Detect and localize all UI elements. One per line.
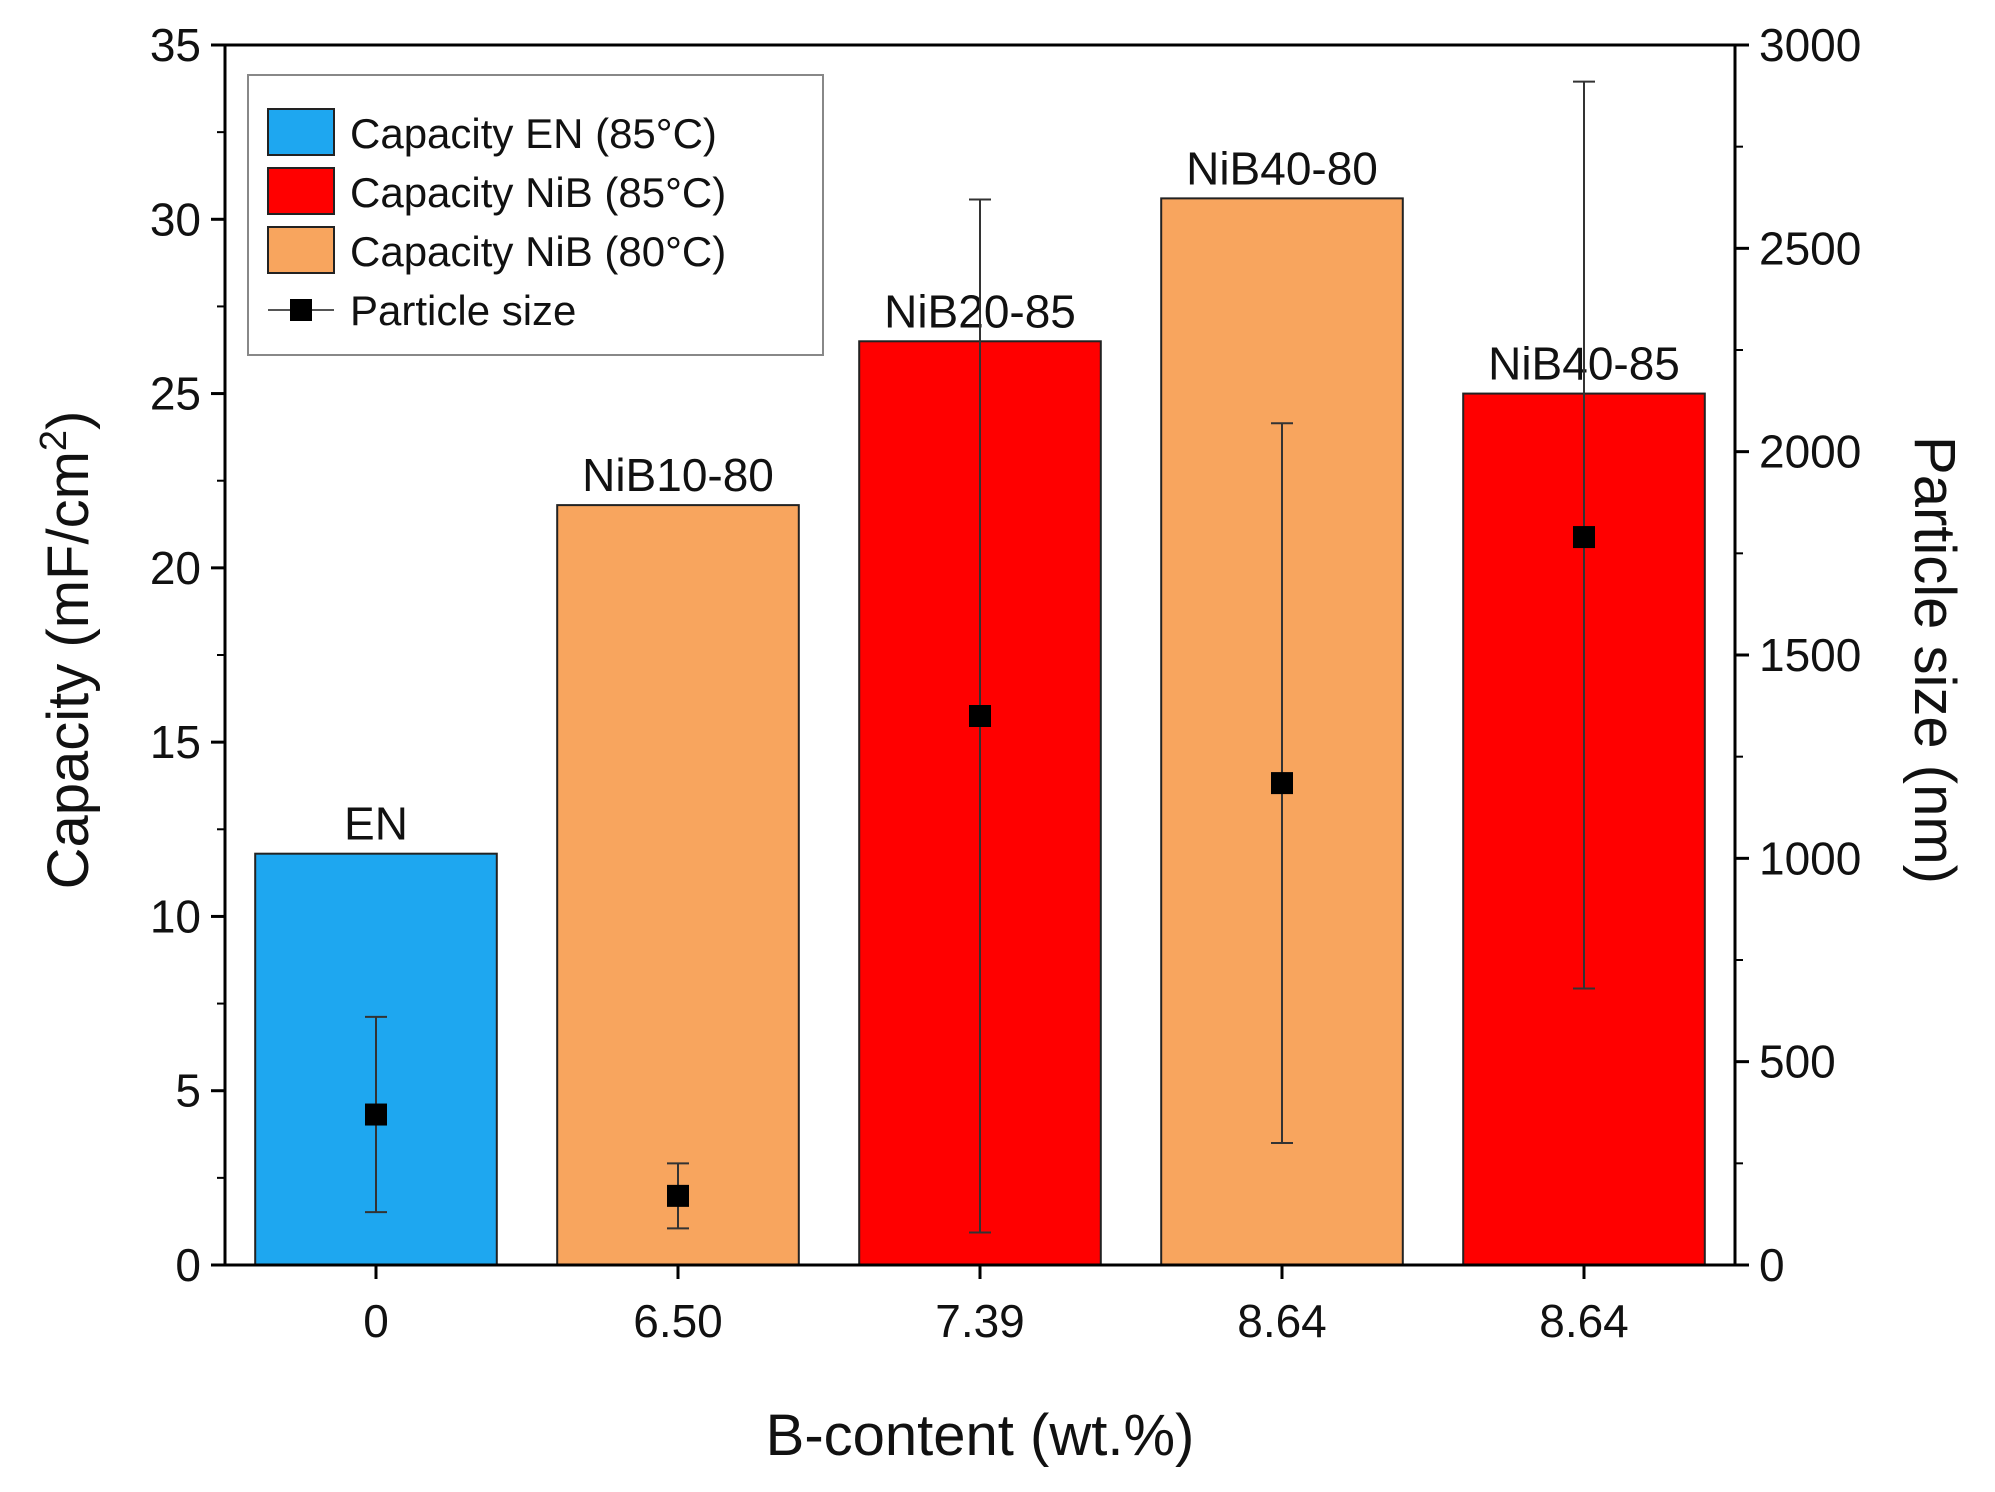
particle-size-point-2: [969, 705, 991, 727]
y-left-tick-label-0: 0: [175, 1239, 201, 1291]
y-right-tick-label-2500: 2500: [1759, 222, 1861, 274]
y-axis-left-title-sup: 2: [33, 430, 75, 451]
y-left-tick-label-10: 10: [150, 890, 201, 942]
x-tick-label-3: 8.64: [1237, 1295, 1327, 1347]
x-tick-label-1: 6.50: [633, 1295, 723, 1347]
particle-size-series: [365, 80, 1595, 1234]
x-axis-title: B-content (wt.%): [766, 1403, 1195, 1468]
bar-label-3: NiB40-80: [1186, 142, 1378, 194]
legend-label-3: Particle size: [350, 287, 576, 334]
particle-size-point-4: [1573, 526, 1595, 549]
y-left-tick-label-35: 35: [150, 19, 201, 71]
bar-label-0: EN: [344, 798, 408, 850]
y-axis-right-title: Particle size (nm): [1902, 436, 1967, 884]
y-axis-left-title-end: ): [36, 411, 101, 430]
y-axis-left-title-main: Capacity (mF/cm: [36, 451, 101, 889]
y-left-tick-label-25: 25: [150, 368, 201, 420]
legend-label-0: Capacity EN (85°C): [350, 110, 717, 157]
axes-group: 0 5 10 15 20 25 30 35 0 500 1000 1500 2000 2500 3000 0 6…: [150, 19, 1862, 1347]
y-right-tick-label-500: 500: [1759, 1036, 1836, 1088]
x-tick-label-4: 8.64: [1539, 1295, 1629, 1347]
legend-box: [247, 74, 824, 356]
legend-label-2: Capacity NiB (80°C): [350, 228, 726, 275]
y-right-tick-label-1000: 1000: [1759, 832, 1861, 884]
x-tick-label-2: 7.39: [935, 1295, 1025, 1347]
legend-swatch-0: [267, 108, 335, 156]
particle-size-point-0: [365, 1103, 387, 1126]
bar-1: [556, 504, 800, 1267]
bar-label-1: NiB10-80: [582, 449, 774, 501]
legend: Capacity EN (85°C) Capacity NiB (85°C) Cap…: [247, 74, 824, 356]
y-left-tick-label-15: 15: [150, 716, 201, 768]
y-left-tick-label-5: 5: [175, 1065, 201, 1117]
legend-swatch-1: [267, 167, 335, 215]
legend-swatch-2: [267, 226, 335, 274]
legend-marker-3: [290, 299, 312, 321]
particle-size-point-3: [1271, 772, 1293, 795]
y-axis-left-title: Capacity (mF/cm2): [33, 411, 101, 890]
y-left-tick-label-30: 30: [150, 193, 201, 245]
particle-size-point-1: [667, 1184, 689, 1207]
x-tick-label-0: 0: [363, 1295, 389, 1347]
y-right-tick-label-3000: 3000: [1759, 19, 1861, 71]
y-right-tick-label-2000: 2000: [1759, 426, 1861, 478]
y-left-tick-label-20: 20: [150, 542, 201, 594]
y-right-tick-label-0: 0: [1759, 1239, 1785, 1291]
y-right-tick-label-1500: 1500: [1759, 629, 1861, 681]
legend-label-1: Capacity NiB (85°C): [350, 169, 726, 216]
